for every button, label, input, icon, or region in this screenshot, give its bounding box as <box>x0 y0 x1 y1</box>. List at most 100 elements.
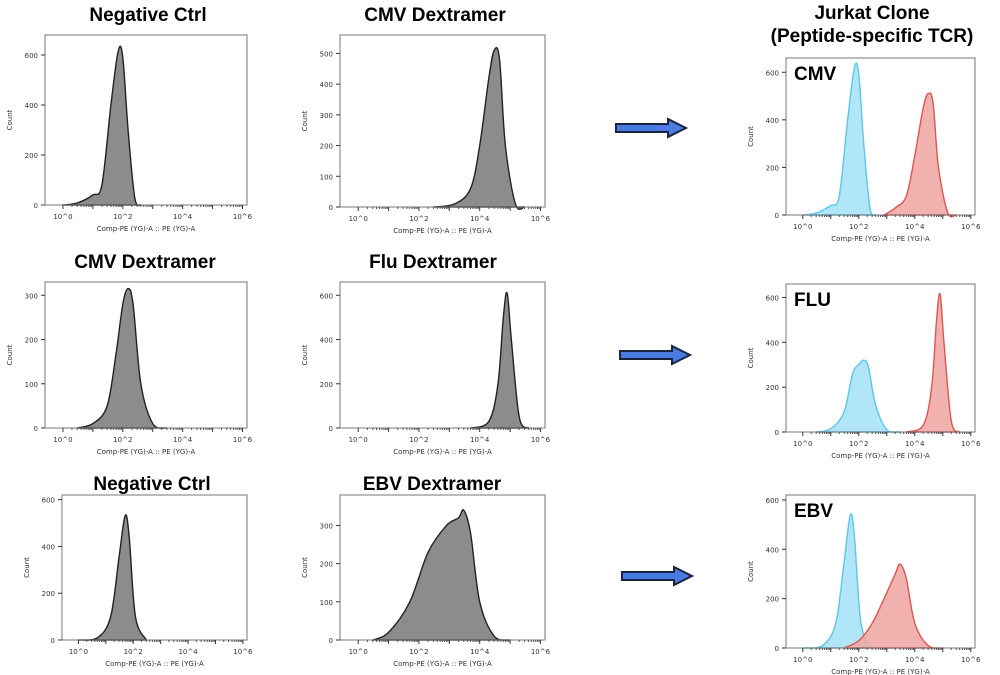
arrow-right-icon <box>619 344 693 366</box>
arrow-right-icon <box>615 117 689 139</box>
x-tick-label: 10^2 <box>409 648 428 656</box>
x-tick-label: 10^0 <box>349 436 368 444</box>
plot-frame <box>44 34 248 206</box>
cyan-histogram-area <box>802 513 874 649</box>
y-tick-label: 0 <box>329 204 333 212</box>
x-axis-label: Comp-PE (YG)-A :: PE (YG)-A <box>393 448 492 456</box>
x-axis-label: Comp-PE (YG)-A :: PE (YG)-A <box>393 660 492 668</box>
y-tick-label: 0 <box>775 212 779 220</box>
x-tick-label: 10^4 <box>178 648 198 656</box>
panel-title: EBV Dextramer <box>362 474 502 495</box>
x-axis-label: Comp-PE (YG)-A :: PE (YG)-A <box>831 668 930 675</box>
y-tick-label: 200 <box>320 143 333 151</box>
x-tick-label: 10^6 <box>233 436 253 444</box>
x-tick-label: 10^0 <box>793 656 812 664</box>
histogram-area <box>433 47 525 210</box>
histogram-area <box>470 291 530 429</box>
x-tick-label: 10^2 <box>124 648 143 656</box>
y-tick-label: 600 <box>42 497 55 505</box>
y-tick-label: 300 <box>320 523 333 531</box>
x-tick-label: 10^6 <box>531 436 551 444</box>
y-tick-label: 400 <box>320 337 333 345</box>
y-tick-label: 100 <box>320 599 333 607</box>
x-tick-label: 10^6 <box>531 215 551 223</box>
x-tick-label: 10^0 <box>69 648 88 656</box>
y-tick-label: 600 <box>766 69 779 77</box>
histogram-panel: 0 200 400 600 10^0 10^2 10^4 10^6 Comp-PE (YG)-A… <box>747 283 981 460</box>
y-tick-label: 0 <box>51 637 55 645</box>
x-tick-label: 10^4 <box>173 436 193 444</box>
x-tick-label: 10^4 <box>905 440 925 448</box>
y-tick-label: 400 <box>25 102 38 110</box>
plot-frame <box>61 494 248 641</box>
histogram-panel: 0 200 400 600 10^0 10^2 10^4 10^6 Comp-PE (YG)-A… <box>301 281 551 456</box>
y-tick-label: 600 <box>766 294 779 302</box>
histogram-area <box>372 509 511 641</box>
red-histogram-area <box>906 292 962 433</box>
x-tick-label: 10^2 <box>849 656 868 664</box>
x-tick-label: 10^4 <box>173 213 193 221</box>
x-axis-label: Comp-PE (YG)-A :: PE (YG)-A <box>105 660 204 668</box>
histogram-panel: 0 200 400 600 10^0 10^2 10^4 10^6 Comp-PE (YG)-A… <box>747 57 981 243</box>
cyan-histogram-area <box>802 62 878 217</box>
peptide-label: FLU <box>794 290 831 311</box>
x-tick-label: 10^0 <box>349 648 368 656</box>
x-tick-label: 10^0 <box>53 436 72 444</box>
panel-title: CMV Dextramer <box>74 252 216 273</box>
y-tick-label: 300 <box>320 112 333 120</box>
panel-title: Negative Ctrl <box>89 5 207 26</box>
x-axis-label: Comp-PE (YG)-A :: PE (YG)-A <box>831 235 930 243</box>
x-tick-label: 10^6 <box>961 656 981 664</box>
y-tick-label: 400 <box>766 339 779 347</box>
y-axis-label: Count <box>747 347 755 368</box>
histogram-panel: 0 200 400 600 10^0 10^2 10^4 10^6 Comp-PE (YG)-A… <box>6 34 253 233</box>
y-tick-label: 400 <box>320 81 333 89</box>
x-tick-label: 10^0 <box>349 215 368 223</box>
x-tick-label: 10^2 <box>113 213 132 221</box>
x-tick-label: 10^6 <box>233 213 253 221</box>
y-tick-label: 100 <box>320 173 333 181</box>
y-tick-label: 100 <box>25 381 38 389</box>
histogram-panel: 0 200 400 600 10^0 10^2 10^4 10^6 Comp-PE (YG)-A… <box>23 494 253 668</box>
y-axis-label: Count <box>747 126 755 147</box>
y-tick-label: 600 <box>766 497 779 505</box>
x-tick-label: 10^6 <box>233 648 253 656</box>
y-tick-label: 200 <box>42 590 55 598</box>
y-axis-label: Count <box>23 557 31 578</box>
y-tick-label: 0 <box>329 637 333 645</box>
panel-title: Negative Ctrl <box>93 474 211 495</box>
y-axis-label: Count <box>301 110 309 131</box>
y-tick-label: 200 <box>25 152 38 160</box>
y-axis-label: Count <box>6 344 14 365</box>
x-tick-label: 10^6 <box>531 648 551 656</box>
y-axis-label: Count <box>6 109 14 130</box>
x-axis-label: Comp-PE (YG)-A :: PE (YG)-A <box>97 225 196 233</box>
column-title: Jurkat Clone (Peptide-specific TCR) <box>770 3 974 47</box>
histogram-panel: 0 100 200 300 400 500 10^0 10^2 10^4 10^6 Comp-PE … <box>301 34 551 235</box>
x-tick-label: 10^4 <box>905 223 925 231</box>
y-axis-label: Count <box>301 344 309 365</box>
histogram-area <box>77 287 168 429</box>
x-tick-label: 10^2 <box>409 215 428 223</box>
y-tick-label: 600 <box>25 52 38 60</box>
x-tick-label: 10^4 <box>470 648 490 656</box>
x-tick-label: 10^4 <box>905 656 925 664</box>
x-axis-label: Comp-PE (YG)-A :: PE (YG)-A <box>97 448 196 456</box>
x-tick-label: 10^0 <box>793 440 812 448</box>
y-tick-label: 0 <box>34 202 38 210</box>
y-tick-label: 400 <box>766 546 779 554</box>
x-tick-label: 10^2 <box>849 440 868 448</box>
cyan-histogram-area <box>816 359 901 434</box>
histogram-area <box>62 45 143 207</box>
y-tick-label: 200 <box>320 381 333 389</box>
y-tick-label: 200 <box>320 561 333 569</box>
x-tick-label: 10^0 <box>53 213 72 221</box>
y-tick-label: 500 <box>320 50 333 58</box>
x-tick-label: 10^2 <box>409 436 428 444</box>
y-tick-label: 400 <box>42 543 55 551</box>
y-tick-label: 0 <box>34 425 38 433</box>
red-histogram-area <box>881 92 957 218</box>
arrow-right-icon <box>621 565 695 587</box>
y-tick-label: 300 <box>25 292 38 300</box>
x-tick-label: 10^2 <box>113 436 132 444</box>
